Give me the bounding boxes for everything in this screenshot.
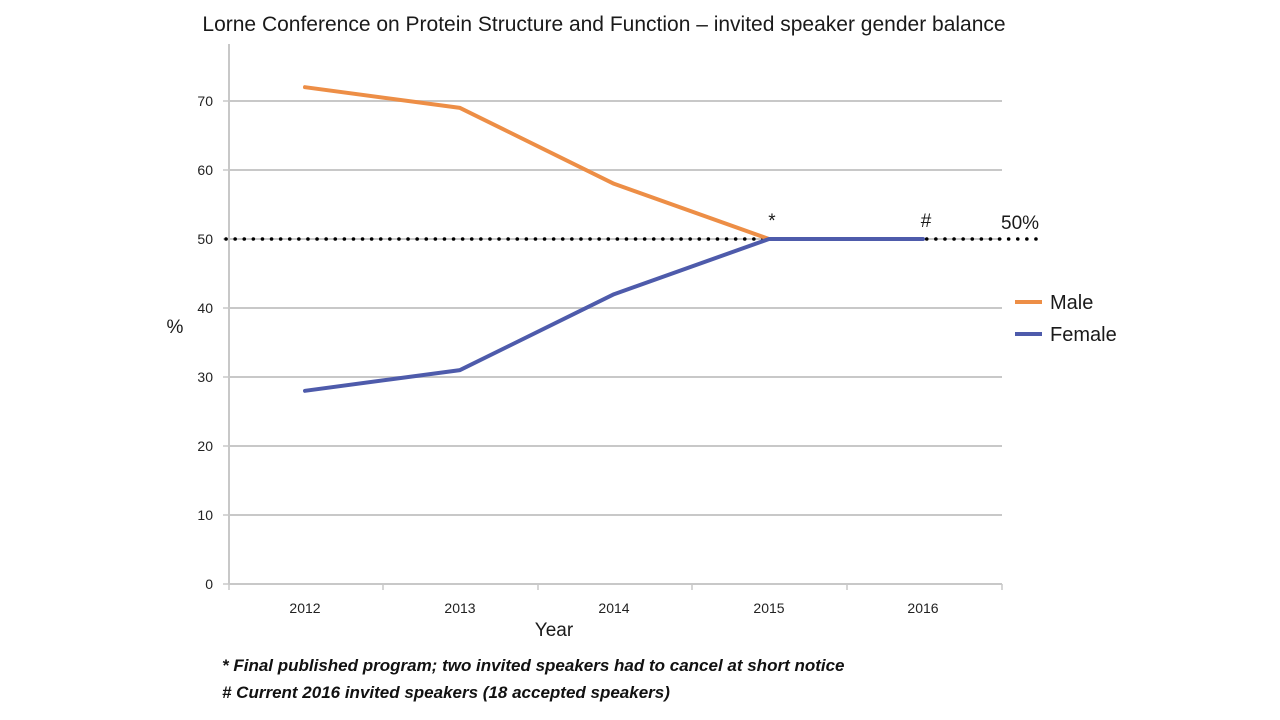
footnote-1: * Final published program; two invited s…: [222, 656, 845, 675]
legend-label-female: Female: [1050, 324, 1117, 346]
y-tick-label: 30: [197, 369, 213, 385]
gridlines: [223, 100, 1002, 585]
annotations: * #: [768, 211, 931, 232]
annotation-mark: #: [921, 211, 932, 232]
x-axis-label: Year: [535, 620, 574, 641]
x-tick-label: 2013: [444, 600, 475, 616]
y-tick-label: 60: [197, 162, 213, 178]
x-tick-label: 2014: [598, 600, 629, 616]
y-axis-label: %: [167, 317, 184, 338]
series-line-male: [303, 85, 771, 241]
y-tick-labels: 0 10 20 30 40 50 60 70: [197, 93, 213, 592]
axes: [228, 44, 1003, 590]
y-tick-label: 70: [197, 93, 213, 109]
series-lines: [303, 85, 925, 393]
y-tick-label: 20: [197, 438, 213, 454]
x-tick-label: 2016: [907, 600, 938, 616]
footnote-2: # Current 2016 invited speakers (18 acce…: [222, 683, 670, 702]
y-tick-label: 0: [205, 576, 213, 592]
x-tick-label: 2012: [289, 600, 320, 616]
series-line-female: [303, 237, 925, 393]
legend: Male Female: [1015, 292, 1117, 346]
y-tick-label: 10: [197, 507, 213, 523]
y-tick-label: 50: [197, 231, 213, 247]
reference-line-group: 50%: [224, 213, 1042, 241]
reference-line-label: 50%: [1001, 213, 1039, 234]
y-tick-label: 40: [197, 300, 213, 316]
x-tick-labels: 2012 2013 2014 2015 2016: [289, 600, 938, 616]
legend-label-male: Male: [1050, 292, 1093, 314]
chart-title: Lorne Conference on Protein Structure an…: [202, 13, 1005, 36]
annotation-mark: *: [768, 211, 776, 232]
x-tick-label: 2015: [753, 600, 784, 616]
